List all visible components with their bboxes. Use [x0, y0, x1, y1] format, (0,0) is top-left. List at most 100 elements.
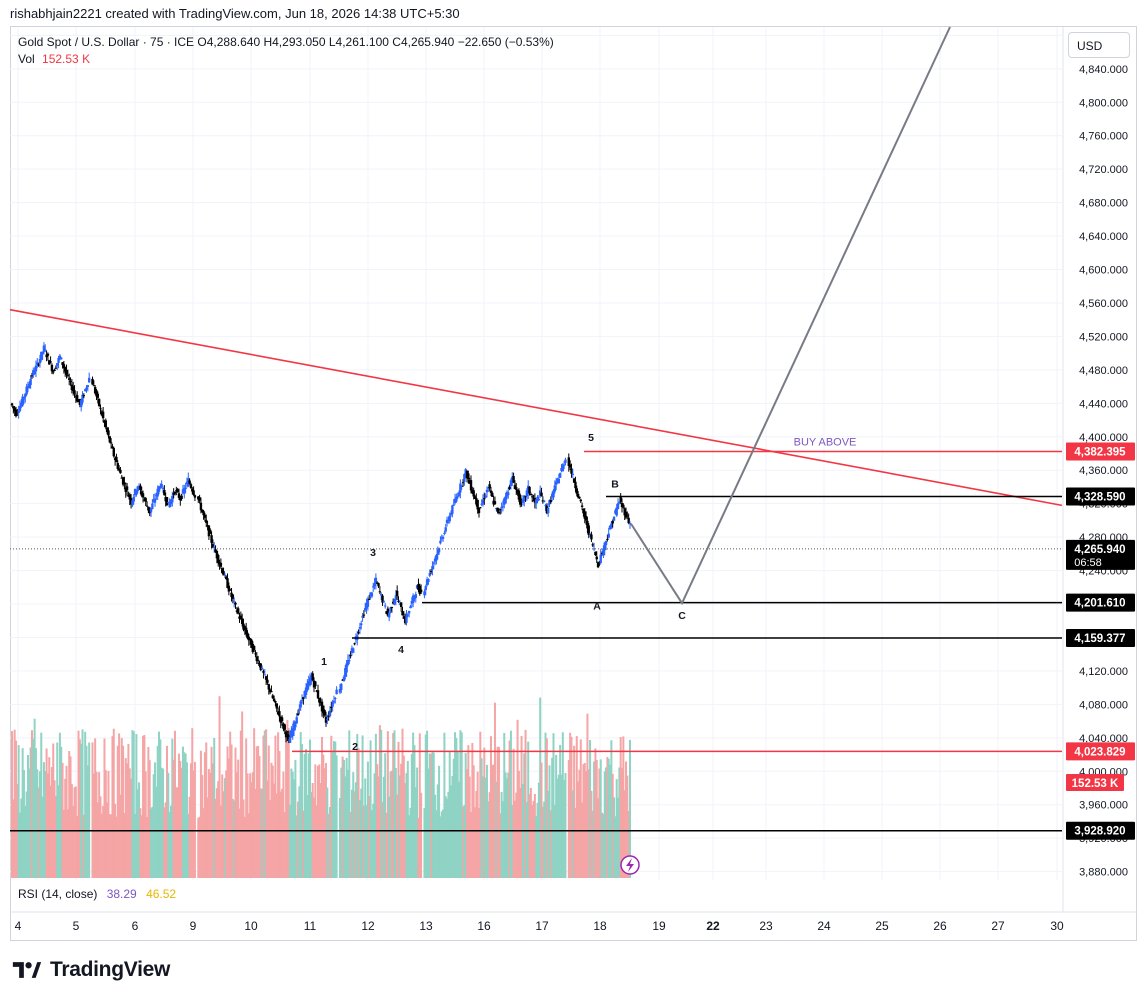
candle-body	[323, 710, 326, 716]
volume-bar	[279, 791, 282, 878]
candle-body	[463, 474, 466, 483]
currency-button[interactable]: USD	[1068, 32, 1130, 58]
volume-bar	[293, 779, 296, 878]
volume-bar	[124, 758, 127, 878]
candle-body	[288, 736, 292, 743]
price-level-tag-bg	[1066, 742, 1135, 761]
volume-bar	[414, 787, 417, 878]
volume-bar	[135, 734, 138, 878]
volume-bar	[346, 769, 349, 878]
volume-bar	[426, 730, 429, 878]
volume-bar	[539, 697, 542, 878]
volume-bar	[231, 798, 234, 878]
volume-bar	[338, 797, 341, 878]
volume-bar	[203, 752, 206, 878]
volume-bar	[50, 767, 53, 878]
volume-bar	[258, 755, 261, 878]
volume-bar	[344, 776, 347, 878]
volume-bar	[605, 767, 608, 878]
volume-bar	[209, 772, 212, 878]
candle-body	[335, 689, 338, 695]
volume-bar	[213, 738, 216, 878]
volume-bar	[361, 735, 364, 878]
candle-body	[227, 585, 231, 592]
volume-bar	[247, 813, 250, 878]
candle-body	[338, 689, 342, 693]
wave-label-c: C	[678, 610, 686, 622]
candle-body	[274, 701, 277, 703]
candle-body	[578, 496, 581, 499]
volume-bar	[489, 736, 492, 878]
volume-bar	[438, 765, 441, 878]
volume-bar	[33, 718, 36, 878]
volume-bar	[377, 776, 380, 878]
candle-body	[579, 499, 582, 502]
price-level-tag: 3,928.920	[1074, 826, 1125, 838]
volume-bar	[270, 762, 273, 878]
candle-body	[81, 394, 84, 403]
volume-bar	[140, 815, 143, 878]
volume-bar	[41, 796, 44, 878]
volume-bar	[626, 775, 629, 878]
volume-bar	[561, 732, 564, 878]
candle-body	[97, 398, 101, 406]
volume-bar	[72, 805, 75, 878]
volume-bar	[579, 739, 582, 878]
volume-bar	[176, 787, 179, 878]
price-tick-label: 3,960.000	[1079, 800, 1128, 812]
volume-bar	[297, 801, 300, 878]
volume-bar	[327, 813, 330, 878]
volume-bar	[301, 743, 304, 878]
candle-body	[230, 592, 233, 598]
candle-body	[172, 493, 175, 495]
candle-body	[125, 486, 129, 491]
volume-bar	[150, 808, 153, 878]
candle-body	[370, 592, 374, 597]
candle-body	[465, 470, 469, 479]
volume-bar	[54, 796, 57, 878]
candle-body	[210, 535, 213, 543]
volume-bar	[444, 796, 447, 878]
candle-body	[159, 486, 162, 488]
volume-bar	[320, 736, 323, 878]
candle-body	[402, 616, 406, 619]
price-tick-label: 4,800.000	[1079, 97, 1128, 109]
volume-bar	[106, 802, 109, 878]
candle-body	[598, 562, 601, 564]
volume-bar	[131, 730, 134, 878]
volume-bar	[491, 765, 494, 878]
candle-body	[614, 510, 617, 514]
candle-body	[562, 464, 566, 466]
volume-bar	[386, 731, 389, 878]
volume-bar	[553, 804, 556, 878]
volume-bar	[184, 753, 187, 878]
candle-body	[342, 676, 346, 682]
candle-body	[549, 499, 553, 503]
candle-body	[203, 514, 207, 518]
candle-body	[73, 390, 76, 394]
volume-bar	[479, 731, 482, 878]
price-tick-label: 4,480.000	[1079, 365, 1128, 377]
candle-body	[226, 578, 229, 589]
candle-body	[582, 509, 585, 514]
volume-bar	[13, 729, 16, 878]
volume-bar	[82, 814, 85, 878]
candle-body	[181, 489, 185, 494]
volume-bar	[443, 732, 446, 878]
volume-bar	[548, 765, 551, 878]
volume-bar	[598, 768, 601, 878]
candle-body	[264, 676, 268, 680]
price-tick-label: 4,600.000	[1079, 265, 1128, 277]
time-tick-label: 4	[15, 919, 22, 933]
candle-body	[528, 486, 531, 494]
volume-bar	[583, 763, 586, 878]
candle-body	[445, 519, 449, 524]
tradingview-logo[interactable]: TradingView	[12, 958, 170, 982]
chart-frame[interactable]	[10, 26, 1137, 941]
candle-body	[443, 532, 446, 534]
candle-body	[610, 523, 613, 529]
candle-body	[473, 496, 477, 500]
volume-bar	[578, 769, 581, 878]
candle-body	[75, 395, 79, 402]
